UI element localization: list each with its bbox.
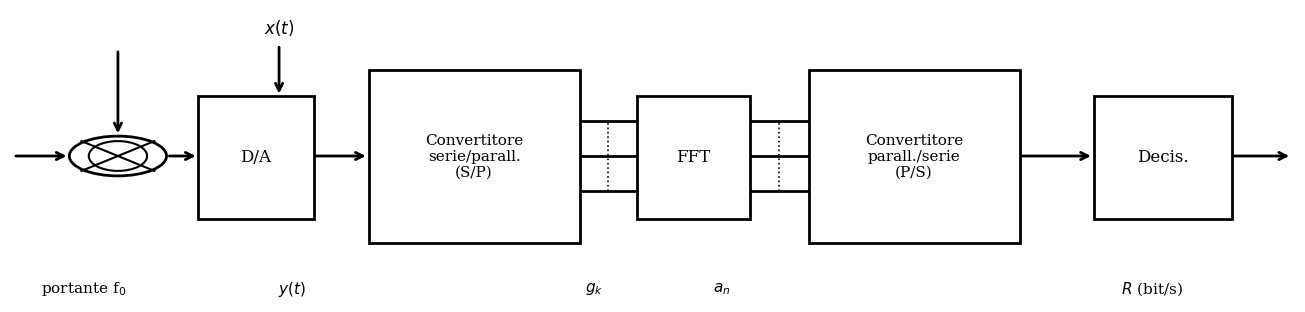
- Text: $x(t)$: $x(t)$: [264, 17, 294, 37]
- Text: Decis.: Decis.: [1137, 149, 1189, 166]
- Text: D/A: D/A: [240, 149, 271, 166]
- Text: FFT: FFT: [676, 149, 710, 166]
- FancyBboxPatch shape: [198, 96, 313, 219]
- Text: Convertitore
serie/parall.
(S/P): Convertitore serie/parall. (S/P): [425, 134, 523, 180]
- Text: $y(t)$: $y(t)$: [278, 280, 305, 299]
- FancyBboxPatch shape: [1094, 96, 1232, 219]
- FancyBboxPatch shape: [809, 71, 1019, 243]
- Text: $a_n$: $a_n$: [713, 281, 729, 297]
- FancyBboxPatch shape: [637, 96, 749, 219]
- Text: $R$ (bit/s): $R$ (bit/s): [1121, 280, 1182, 298]
- Text: $g_k$: $g_k$: [585, 281, 603, 297]
- Text: Convertitore
parall./serie
(P/S): Convertitore parall./serie (P/S): [865, 134, 963, 180]
- Text: portante f$_0$: portante f$_0$: [42, 280, 127, 298]
- FancyBboxPatch shape: [368, 71, 579, 243]
